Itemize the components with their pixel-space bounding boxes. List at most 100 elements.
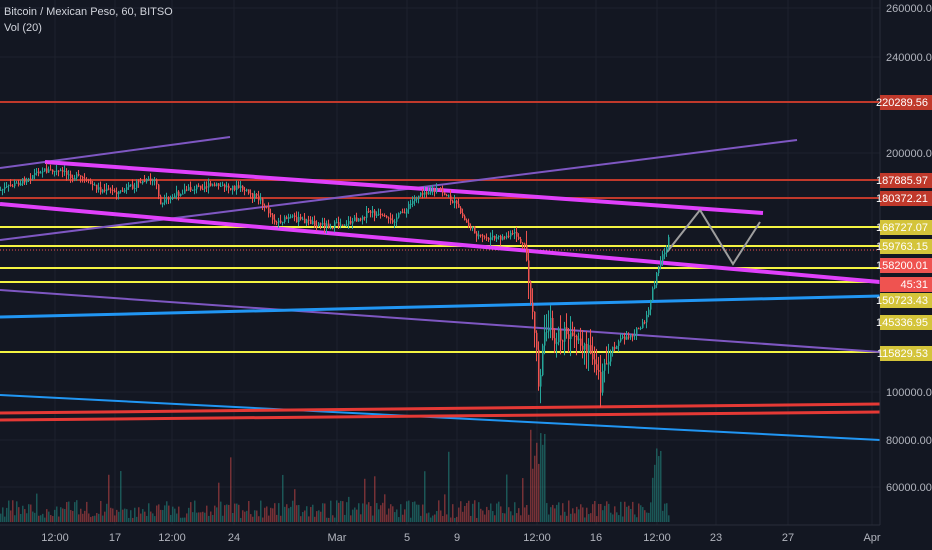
candle-body — [614, 346, 616, 349]
volume-bar — [70, 510, 72, 522]
volume-bar — [318, 510, 320, 522]
candle-body — [374, 210, 376, 216]
volume-bar — [52, 516, 54, 522]
candle-body — [206, 186, 208, 188]
candle-body — [252, 193, 254, 199]
candle-body — [232, 185, 234, 190]
candle-body — [538, 349, 540, 387]
volume-bar — [122, 509, 124, 522]
volume-bar — [462, 511, 464, 522]
candle-body — [298, 216, 300, 223]
candle-body — [474, 226, 476, 234]
volume-bar — [510, 511, 512, 522]
candle-body — [220, 186, 222, 188]
candle-body — [370, 211, 372, 213]
candle-body — [104, 189, 106, 191]
candle-body — [604, 363, 606, 371]
candle-body — [610, 352, 612, 362]
candle-body — [250, 193, 252, 195]
volume-bar — [560, 515, 562, 522]
candle-body — [278, 220, 280, 223]
volume-bar — [64, 509, 66, 522]
candle-body — [584, 343, 586, 350]
volume-bar — [206, 505, 208, 522]
price-label-tag: 220289.56 — [876, 95, 932, 110]
volume-bar — [386, 514, 388, 522]
volume-bar — [10, 510, 12, 522]
candle-body — [522, 242, 524, 244]
volume-bar — [372, 515, 374, 522]
price-axis[interactable]: 260000.00 240000.00 200000.00 100000.00 8000… — [876, 0, 932, 525]
volume-bar — [218, 482, 220, 522]
volume-bar — [428, 512, 430, 522]
candle-body — [460, 207, 462, 213]
price-axis-tick: 80000.00 — [886, 435, 932, 447]
candle-body — [56, 170, 58, 172]
candle-body — [482, 235, 484, 237]
candle-body — [350, 220, 352, 224]
candle-body — [224, 184, 226, 188]
volume-bar — [314, 516, 316, 522]
candle-body — [264, 205, 266, 207]
candle-body — [650, 300, 652, 310]
volume-bar — [532, 468, 534, 522]
candle-body — [368, 211, 370, 213]
candle-body — [562, 340, 564, 342]
volume-bar — [444, 494, 446, 522]
volume-bar — [120, 471, 122, 522]
volume-bar — [598, 503, 600, 522]
volume-bar — [298, 504, 300, 522]
volume-bar — [36, 493, 38, 522]
volume-bar — [452, 504, 454, 522]
volume-bar — [202, 511, 204, 522]
volume-bar — [226, 504, 228, 522]
time-axis[interactable]: 12:00 17 12:00 24 Mar 5 9 12:00 16 12:00 23 27 Apr — [0, 524, 881, 544]
candle-body — [192, 189, 194, 191]
candle-body — [84, 178, 86, 180]
candle-body — [638, 328, 640, 330]
volume-bar — [310, 507, 312, 522]
candle-body — [8, 184, 10, 187]
volume-bar — [498, 501, 500, 522]
candle-body — [388, 217, 390, 219]
volume-bar — [308, 516, 310, 522]
volume-bar — [316, 511, 318, 522]
candle-body — [356, 217, 358, 222]
candle-body — [144, 180, 146, 182]
candle-body — [508, 235, 510, 237]
volume-bar — [632, 501, 634, 522]
volume-bar — [174, 508, 176, 522]
volume-bar — [466, 502, 468, 522]
volume-bar — [142, 509, 144, 522]
time-axis-tick: 23 — [710, 532, 722, 544]
time-axis-tick: 27 — [782, 532, 794, 544]
candle-body — [570, 332, 572, 340]
price-label-tag: 115829.53 — [877, 346, 932, 361]
candle-body — [212, 184, 214, 186]
time-axis-tick: Mar — [328, 532, 347, 544]
volume-bar — [322, 503, 324, 522]
volume-bar — [470, 515, 472, 522]
volume-bar — [424, 471, 426, 522]
volume-bar — [254, 510, 256, 522]
candle-body — [446, 195, 448, 197]
volume-bar — [306, 506, 308, 522]
candle-body — [156, 179, 158, 185]
time-axis-tick: 16 — [590, 532, 602, 544]
volume-bar — [610, 512, 612, 522]
volume-bar — [516, 513, 518, 522]
volume-bar — [618, 515, 620, 522]
volume-bar — [236, 503, 238, 522]
candle-body — [276, 222, 278, 224]
volume-bar — [556, 504, 558, 522]
price-label-tag: 150723.43 — [876, 293, 932, 308]
volume-bar — [568, 500, 570, 522]
candle-body — [76, 174, 78, 178]
candle-body — [28, 178, 30, 181]
volume-bar — [646, 512, 648, 522]
candle-body — [632, 335, 634, 337]
magenta-channel-upper — [44, 160, 764, 215]
candle-body — [300, 216, 302, 220]
candle-body — [32, 175, 34, 179]
